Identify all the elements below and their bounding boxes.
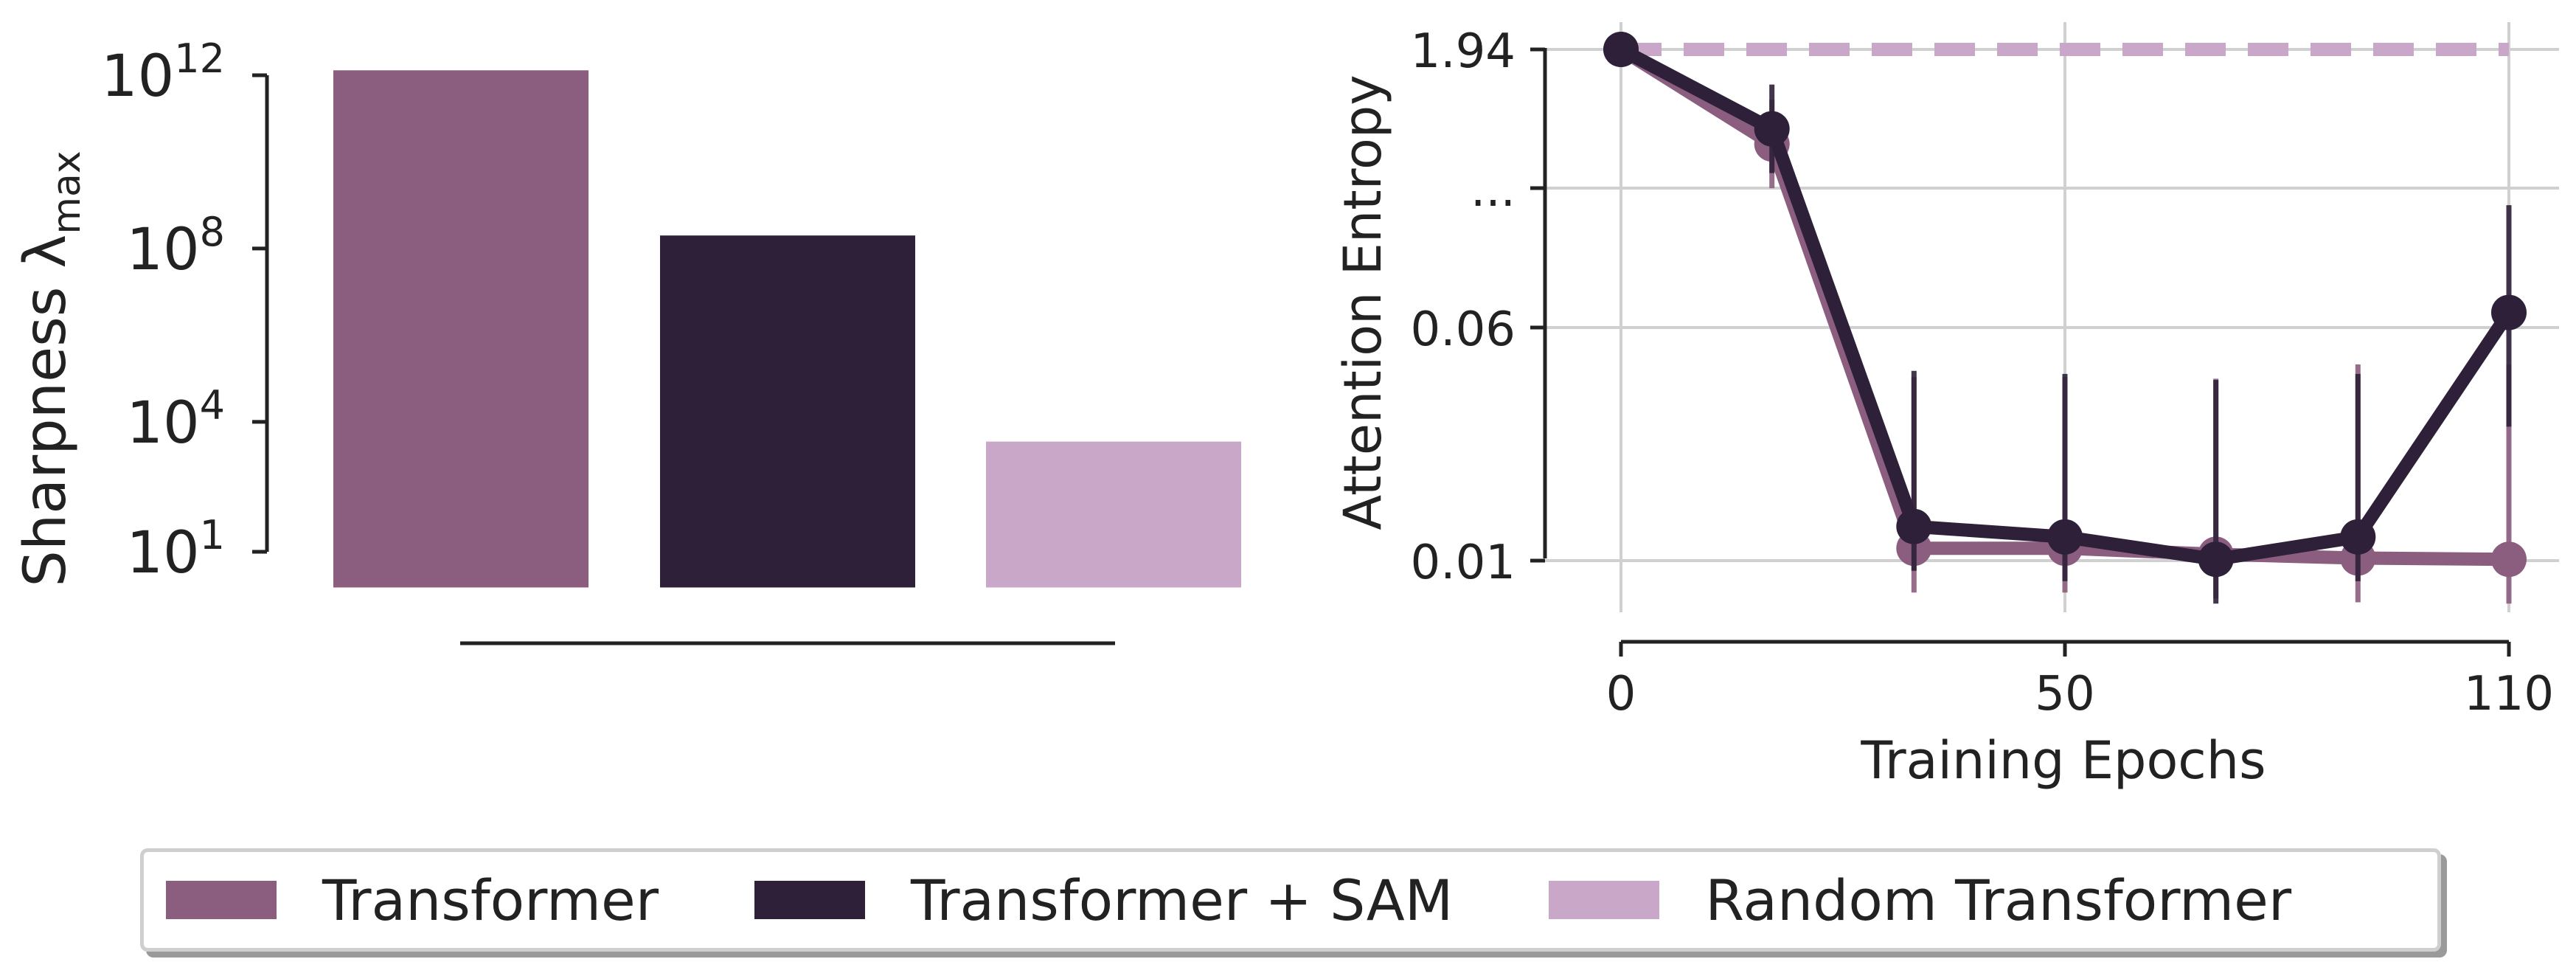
point-transformer xyxy=(2491,541,2527,578)
legend-label-transformer-sam: Transformer + SAM xyxy=(911,867,1454,933)
legend-item-random-transformer: Random Transformer xyxy=(1549,868,2291,933)
attention-entropy-line-chart: 1.94... 0.06 0.01 0 50 110 Attention Entropy… xyxy=(1333,22,2559,791)
line-xtick-label: 110 xyxy=(2464,667,2554,721)
bar-ytick-base: 10 xyxy=(126,390,199,457)
bar-chart-ylabel: Sharpness λmax xyxy=(13,150,89,586)
line-ytick-label: 0.01 xyxy=(1411,536,1516,590)
bar-ytick-label: 104 xyxy=(126,382,225,457)
legend-label-transformer: Transformer xyxy=(322,867,659,933)
line-chart-ylabel: Attention Entropy xyxy=(1333,75,1393,530)
line-chart-series xyxy=(1603,32,2527,604)
legend-item-transformer: Transformer xyxy=(166,868,659,933)
bar-ytick-label: 1012 xyxy=(101,35,225,110)
bar-ylabel-main: Sharpness λ xyxy=(13,235,79,587)
bar-ytick-label: 101 xyxy=(126,512,225,586)
bar-ytick-base: 10 xyxy=(126,520,199,586)
legend-label-random-transformer: Random Transformer xyxy=(1705,867,2292,933)
line-chart-grid xyxy=(1545,22,2559,612)
bar-ytick-exp: 12 xyxy=(174,35,225,82)
bar-ytick-exp: 4 xyxy=(200,382,225,429)
bar-ytick-exp: 8 xyxy=(200,209,225,255)
bar-ytick-exp: 1 xyxy=(200,512,225,558)
bar-ytick-label: 108 xyxy=(126,209,225,283)
line-xtick-label: 50 xyxy=(2035,667,2094,721)
point-transformer-sam xyxy=(1896,508,1932,544)
legend-swatch-transformer xyxy=(166,881,277,919)
legend-item-transformer-sam: Transformer + SAM xyxy=(754,868,1453,933)
line-chart-xlabel: Training Epochs xyxy=(1860,730,2266,791)
legend: Transformer Transformer + SAM Random Tra… xyxy=(140,848,2441,952)
point-transformer-sam xyxy=(2198,541,2234,578)
legend-swatch-random-transformer xyxy=(1549,881,1660,919)
bar-random-transformer xyxy=(986,441,1241,588)
bar-ytick-base: 10 xyxy=(101,44,174,110)
point-transformer-sam xyxy=(2491,294,2527,330)
bar-ylabel-subscript: max xyxy=(45,150,89,234)
line-ytick-label: ... xyxy=(1471,163,1516,218)
bar-transformer xyxy=(333,70,589,588)
bar-transformer-sam xyxy=(660,235,915,588)
point-transformer-sam xyxy=(1754,111,1790,147)
series-transformer-sam xyxy=(1603,32,2527,604)
line-chart-y-ticks: 1.94... 0.06 0.01 xyxy=(1411,24,1545,590)
legend-swatch-transformer-sam xyxy=(754,881,866,919)
line-xtick-label: 0 xyxy=(1606,667,1636,721)
point-transformer-sam xyxy=(2340,519,2376,555)
line-ytick-label: 0.06 xyxy=(1411,302,1516,357)
point-transformer-sam xyxy=(1603,32,1639,67)
point-transformer-sam xyxy=(2047,519,2083,555)
bar-chart-bars xyxy=(333,70,1241,588)
line-ytick-label: 1.94 xyxy=(1411,24,1516,79)
bar-ytick-base: 10 xyxy=(126,217,199,283)
line-chart-x-ticks: 0 50 110 xyxy=(1606,642,2554,721)
